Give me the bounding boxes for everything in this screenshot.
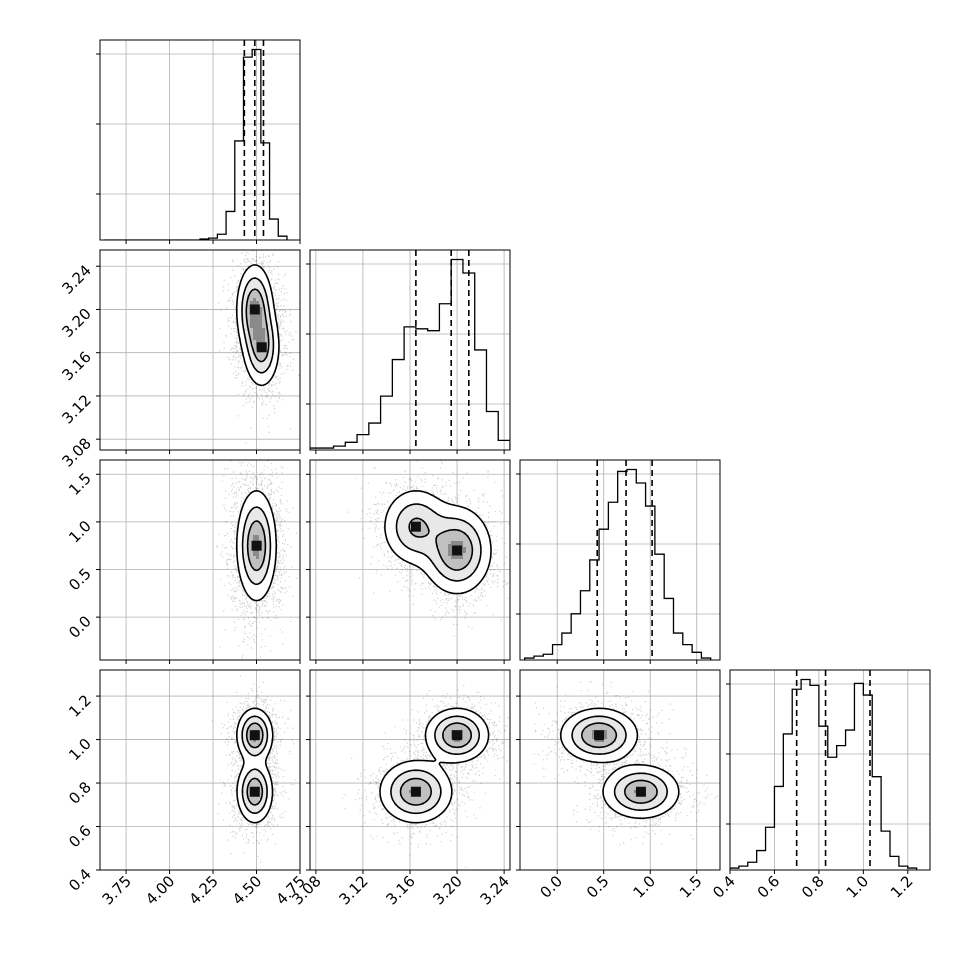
panel-body	[100, 460, 300, 660]
y-tick-label: 3.20	[58, 305, 94, 341]
panel-grid	[100, 40, 300, 240]
density-peak	[249, 304, 260, 315]
panel-r3-c2	[516, 669, 721, 874]
panel-frame	[99, 459, 301, 661]
histogram-step	[524, 468, 712, 660]
density-peak	[249, 730, 260, 741]
panel-r3-c1	[306, 669, 511, 874]
contour-line	[399, 722, 472, 806]
contour-line	[390, 715, 480, 815]
x-tick-label: 3.20	[430, 872, 466, 908]
sample-points	[216, 460, 298, 659]
panel-body	[310, 460, 510, 660]
x-tick-label: 0.4	[709, 872, 739, 902]
x-tick-label: 1.5	[676, 872, 706, 902]
contour-line	[236, 707, 274, 824]
density-peak	[594, 730, 605, 741]
panel-frame	[519, 669, 721, 871]
contour-line	[559, 707, 680, 820]
histogram-step	[104, 48, 288, 240]
y-tick-label: 0.5	[65, 565, 95, 595]
x-tick-label: 0.0	[536, 872, 566, 902]
panel-frame	[99, 669, 301, 871]
density-level-2	[247, 724, 262, 805]
x-tick-label: 3.12	[335, 872, 371, 908]
x-tick-label: 1.2	[887, 872, 917, 902]
contour-line	[241, 506, 272, 586]
panel-r1-c1	[306, 249, 511, 454]
contour-line	[246, 520, 267, 572]
x-tick-label: 4.50	[229, 872, 265, 908]
contour-line	[384, 490, 492, 595]
density-level-2	[583, 724, 658, 802]
panel-r0-c0	[96, 39, 301, 244]
sample-points	[533, 681, 718, 846]
contour-line	[245, 722, 264, 806]
density-peak	[249, 786, 260, 797]
y-tick-label: 0.6	[65, 822, 95, 852]
panel-frame	[729, 669, 931, 871]
x-tick-label: 3.16	[382, 872, 418, 908]
y-tick-label: 3.16	[58, 348, 94, 384]
y-tick-label: 1.2	[65, 691, 95, 721]
panel-r2-c1	[306, 459, 511, 664]
panel-r2-c2	[516, 459, 721, 664]
x-tick-label: 3.75	[99, 872, 135, 908]
contour-line	[241, 715, 269, 814]
panel-grid	[310, 250, 510, 450]
x-tick-label: 1.0	[843, 872, 873, 902]
panel-grid	[730, 670, 930, 870]
density-peak	[410, 521, 421, 532]
panel-r3-c3	[726, 669, 931, 874]
x-tick-label: 4.00	[142, 872, 178, 908]
density-peak	[452, 545, 463, 556]
y-tick-label: 1.0	[65, 517, 95, 547]
x-tick-label: 0.5	[583, 872, 613, 902]
panel-r3-c0	[96, 669, 301, 874]
panel-grid	[520, 460, 720, 660]
contour-line	[408, 517, 474, 571]
histogram-step	[730, 678, 918, 870]
y-tick-label: 0.0	[65, 612, 95, 642]
contour-line	[571, 715, 668, 811]
contour-line	[581, 722, 658, 804]
contour-line	[395, 503, 482, 582]
density-peak	[635, 786, 646, 797]
y-tick-label: 0.4	[65, 865, 95, 895]
y-tick-label: 1.5	[65, 469, 95, 499]
x-tick-label: 0.8	[798, 872, 828, 902]
density-peak	[251, 540, 262, 551]
y-tick-label: 3.12	[58, 391, 94, 427]
x-tick-label: 1.0	[629, 872, 659, 902]
density-peak	[410, 786, 421, 797]
contour-line	[245, 288, 270, 363]
panel-r2-c0	[96, 459, 301, 664]
panel-body	[310, 670, 510, 870]
contour-line	[379, 707, 490, 824]
x-tick-label: 3.24	[477, 872, 513, 908]
panel-r1-c0	[96, 249, 301, 454]
panel-frame	[99, 249, 301, 451]
histogram-step	[310, 258, 510, 450]
density-peak	[256, 342, 267, 353]
panel-frame	[99, 39, 301, 241]
contour-line	[235, 264, 280, 387]
panel-frame	[519, 459, 721, 661]
y-tick-label: 0.8	[65, 778, 95, 808]
y-tick-label: 3.24	[58, 261, 94, 297]
density-level-2	[400, 724, 472, 805]
contour-line	[241, 277, 275, 374]
contour-line	[235, 490, 278, 602]
y-tick-label: 3.08	[58, 434, 94, 470]
panel-body	[100, 250, 300, 450]
x-tick-label: 4.25	[186, 872, 222, 908]
panel-body	[520, 670, 720, 870]
x-tick-label: 0.6	[754, 872, 784, 902]
panel-body	[100, 670, 300, 870]
y-tick-label: 1.0	[65, 735, 95, 765]
density-peak	[452, 730, 463, 741]
